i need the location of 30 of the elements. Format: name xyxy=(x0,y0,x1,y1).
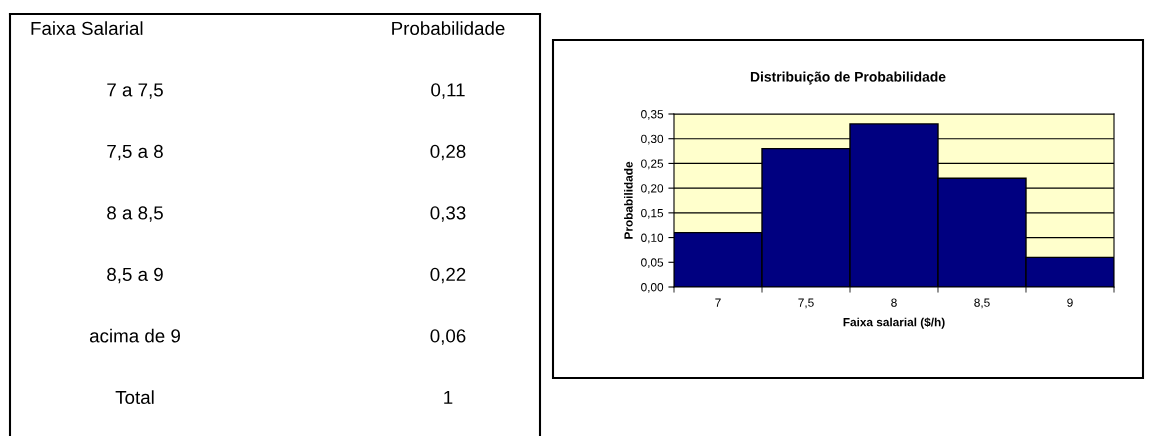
x-tick-label: 7 xyxy=(715,298,721,307)
x-tick-label: 9 xyxy=(1067,298,1073,307)
text: 0,22 xyxy=(430,267,466,284)
text: 0,06 xyxy=(430,329,466,345)
y-tick-label: 0,30 xyxy=(641,134,664,145)
text: Total xyxy=(115,390,154,405)
text: 8,5 a 9 xyxy=(107,267,163,284)
y-tick-label: 0,15 xyxy=(641,208,664,219)
text: 7,5 a 8 xyxy=(107,144,163,161)
text: 8 a 8,5 xyxy=(107,206,163,222)
text: 0,33 xyxy=(430,206,466,222)
text: 1 xyxy=(444,390,453,404)
x-axis-title: Faixa salarial ($/h) xyxy=(843,317,945,329)
y-tick-label: 0,05 xyxy=(641,258,664,269)
x-tick-label: 8,5 xyxy=(974,298,990,309)
text: acima de 9 xyxy=(89,328,180,343)
text: 7 a 7,5 xyxy=(107,83,163,99)
y-tick-label: 0,20 xyxy=(641,184,664,194)
x-tick-label: 8 xyxy=(891,298,897,307)
text: Faixa Salarial xyxy=(31,21,143,36)
y-axis-title: Probabilidade xyxy=(624,161,633,239)
y-tick-label: 0,25 xyxy=(641,159,664,170)
chart-title: Distribuição de Probabilidade xyxy=(750,71,946,85)
y-tick-label: 0,35 xyxy=(641,110,664,120)
y-tick-label: 0,10 xyxy=(641,233,664,244)
text: Probabilidade xyxy=(392,21,505,36)
text: 0,11 xyxy=(431,83,465,99)
text: 0,28 xyxy=(430,144,466,161)
y-tick-label: 0,00 xyxy=(641,283,664,293)
x-tick-label: 7,5 xyxy=(798,298,814,309)
